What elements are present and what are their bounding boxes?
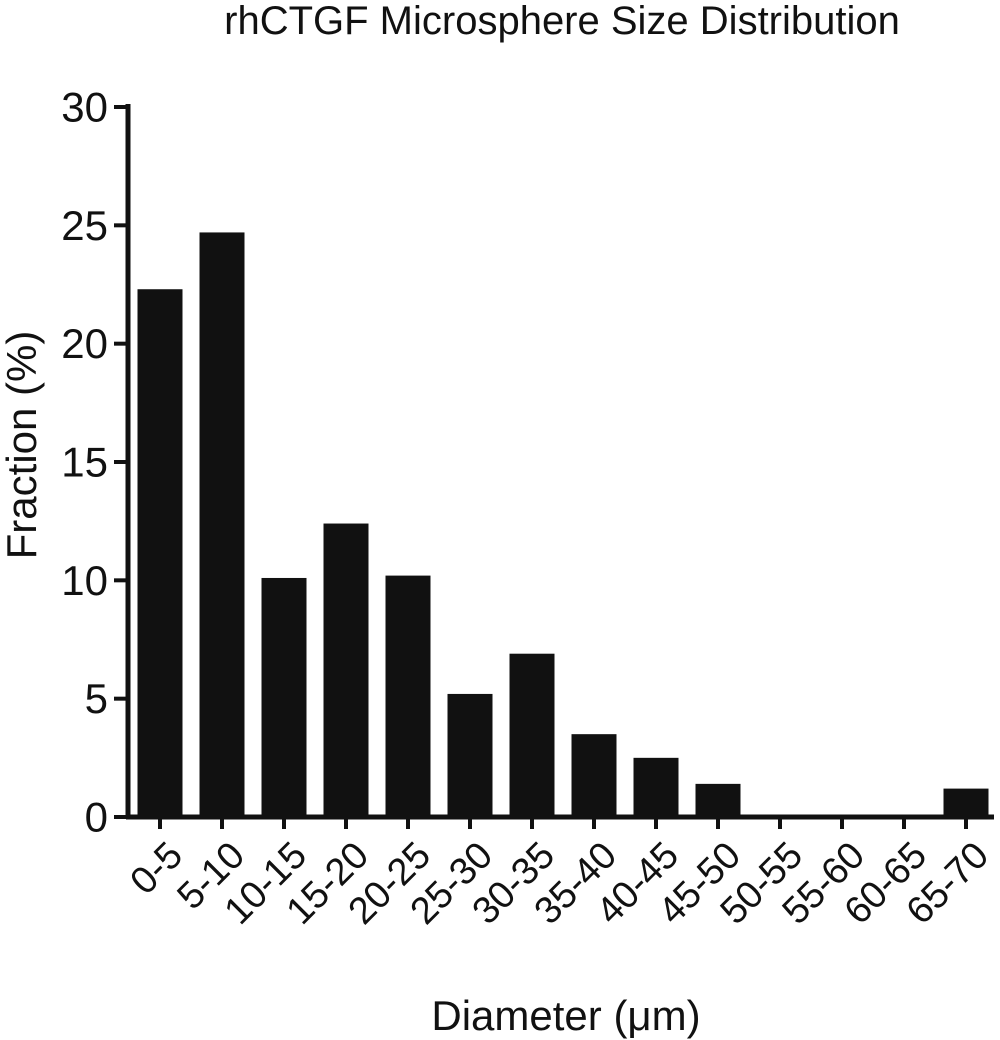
bar-10-15: [261, 577, 307, 817]
y-tick-label: 30: [61, 84, 108, 131]
y-tick-label: 10: [61, 557, 108, 604]
bar-30-35: [509, 653, 555, 817]
bar-15-20: [323, 523, 369, 817]
bar-65-70: [943, 788, 989, 817]
x-axis-label: Diameter (μm): [431, 992, 700, 1039]
bar-0-5: [137, 289, 183, 817]
x-ticks-group: 0-55-1010-1515-2020-2525-3030-3535-4040-…: [123, 817, 997, 933]
y-tick-label: 20: [61, 320, 108, 367]
y-tick-label: 5: [85, 675, 108, 722]
y-tick-label: 25: [61, 202, 108, 249]
chart-title: rhCTGF Microsphere Size Distribution: [224, 0, 900, 43]
bars-group: [137, 232, 989, 817]
bar-40-45: [633, 757, 679, 817]
y-ticks-group: 0 5 10 15 20 25 30: [61, 84, 128, 841]
bar-45-50: [695, 783, 741, 817]
bar-20-25: [385, 575, 431, 817]
y-axis-label: Fraction (%): [0, 331, 45, 560]
y-tick-label: 15: [61, 439, 108, 486]
bar-35-40: [571, 734, 617, 817]
bar-25-30: [447, 693, 493, 817]
bar-5-10: [199, 232, 245, 817]
y-tick-label: 0: [85, 794, 108, 841]
